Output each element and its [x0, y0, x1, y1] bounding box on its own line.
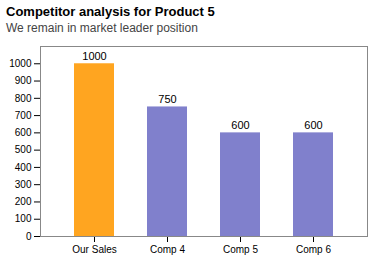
svg-text:500: 500: [15, 144, 32, 155]
svg-text:700: 700: [15, 110, 32, 121]
svg-text:900: 900: [15, 75, 32, 86]
svg-text:600: 600: [15, 127, 32, 138]
svg-text:600: 600: [231, 119, 249, 131]
svg-text:Comp 5: Comp 5: [223, 244, 258, 255]
svg-text:100: 100: [15, 213, 32, 224]
svg-text:200: 200: [15, 196, 32, 207]
svg-text:0: 0: [26, 231, 32, 242]
svg-text:Comp 4: Comp 4: [150, 244, 185, 255]
svg-text:1000: 1000: [9, 58, 32, 69]
svg-text:750: 750: [158, 93, 176, 105]
svg-text:1000: 1000: [82, 50, 106, 62]
svg-text:600: 600: [304, 119, 322, 131]
svg-text:Comp 6: Comp 6: [296, 244, 331, 255]
svg-text:Our Sales: Our Sales: [72, 244, 116, 255]
svg-text:400: 400: [15, 162, 32, 173]
html-text:Competitor analysis for Produc: Competitor analysis for Product 5: [6, 4, 215, 19]
svg-text:300: 300: [15, 179, 32, 190]
svg-text:800: 800: [15, 93, 32, 104]
html-text:We remain in market leader pos: We remain in market leader position: [6, 21, 198, 35]
